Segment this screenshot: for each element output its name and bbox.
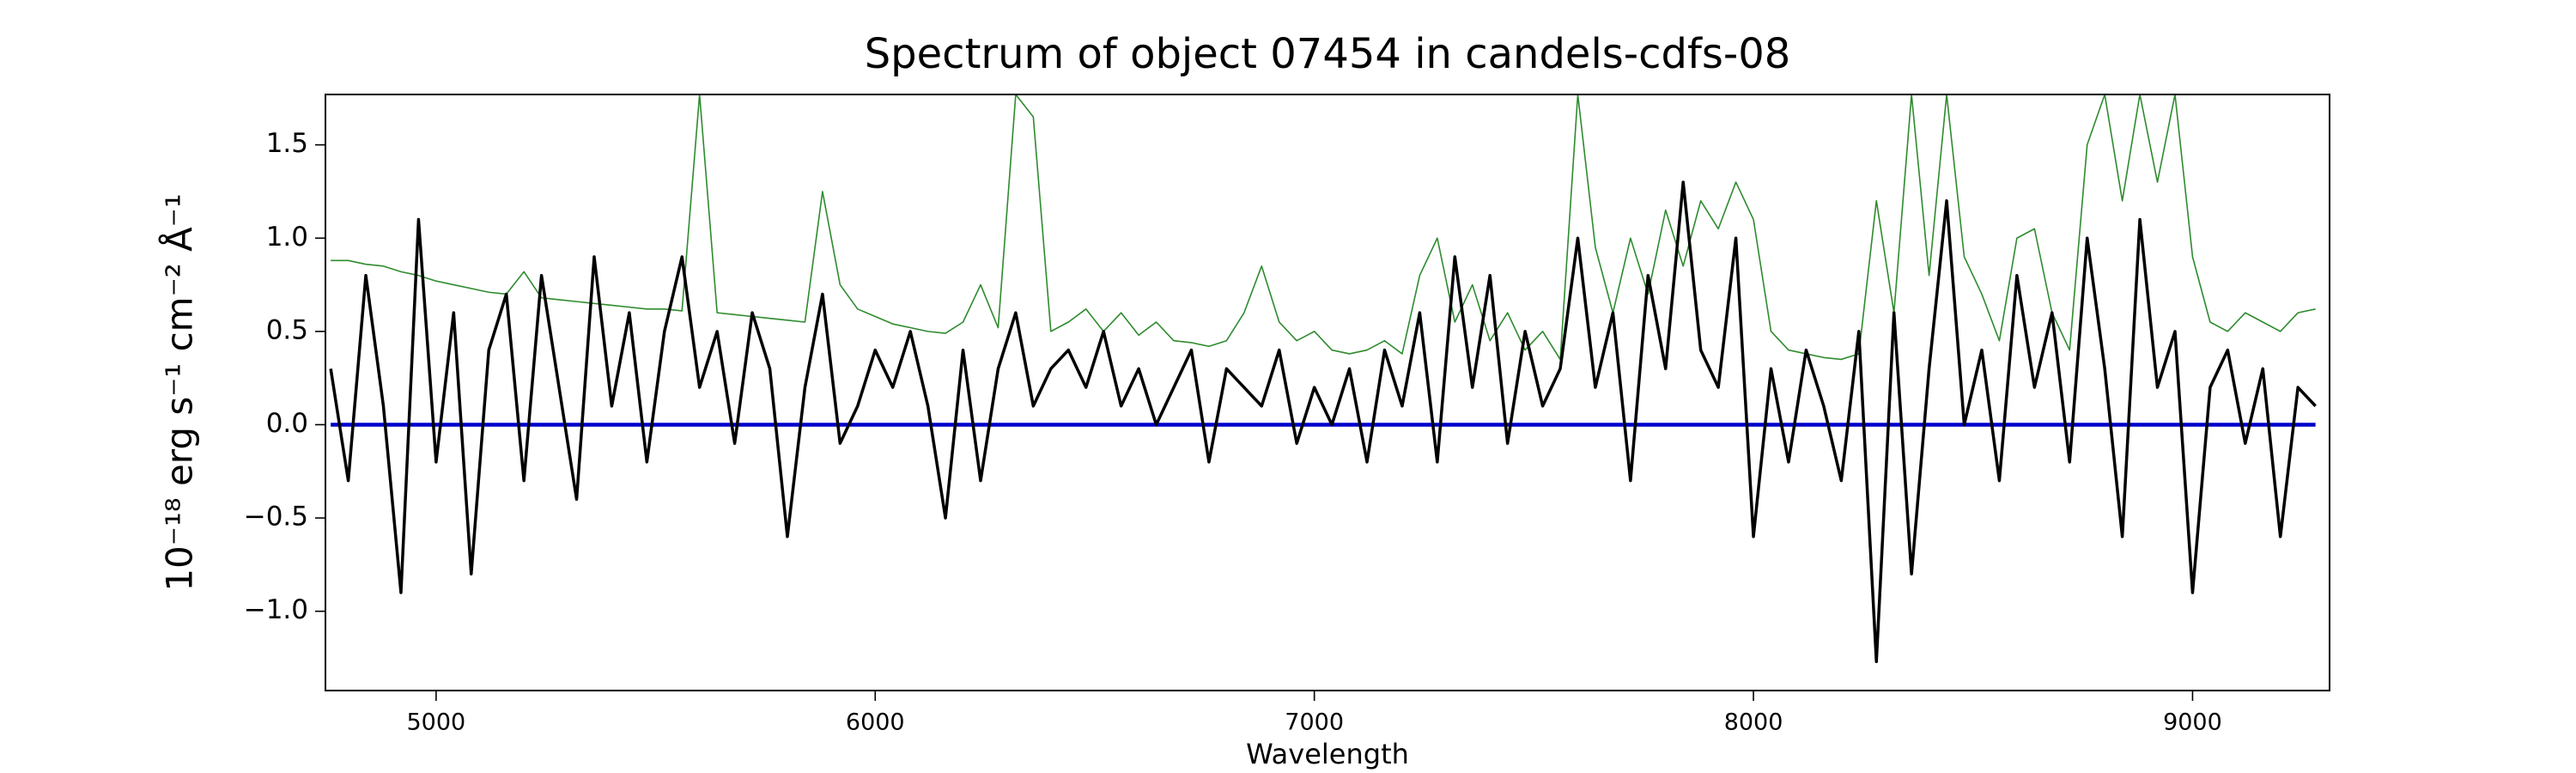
x-tick-label: 7000 bbox=[1285, 709, 1344, 736]
y-tick-label: 0.0 bbox=[266, 408, 308, 439]
y-tick-label: 1.0 bbox=[266, 222, 308, 253]
plot-area bbox=[329, 94, 2317, 664]
spectrum-line bbox=[331, 94, 2316, 361]
x-tick-label: 6000 bbox=[846, 709, 905, 736]
x-tick-label: 5000 bbox=[407, 709, 466, 736]
y-tick-label: −1.0 bbox=[244, 594, 308, 625]
chart-title: Spectrum of object 07454 in candels-cdfs… bbox=[865, 30, 1791, 78]
y-tick-label: 1.5 bbox=[266, 128, 308, 159]
x-tick-label: 8000 bbox=[1724, 709, 1783, 736]
y-tick-label: −0.5 bbox=[244, 502, 308, 533]
spectrum-line bbox=[329, 180, 2317, 664]
y-axis-label: 10⁻¹⁸ erg s⁻¹ cm⁻² Å⁻¹ bbox=[158, 193, 201, 591]
x-tick-label: 9000 bbox=[2163, 709, 2222, 736]
x-axis-label: Wavelength bbox=[1246, 738, 1409, 770]
plot-frame bbox=[325, 94, 2330, 691]
y-tick-label: 0.5 bbox=[266, 314, 308, 345]
